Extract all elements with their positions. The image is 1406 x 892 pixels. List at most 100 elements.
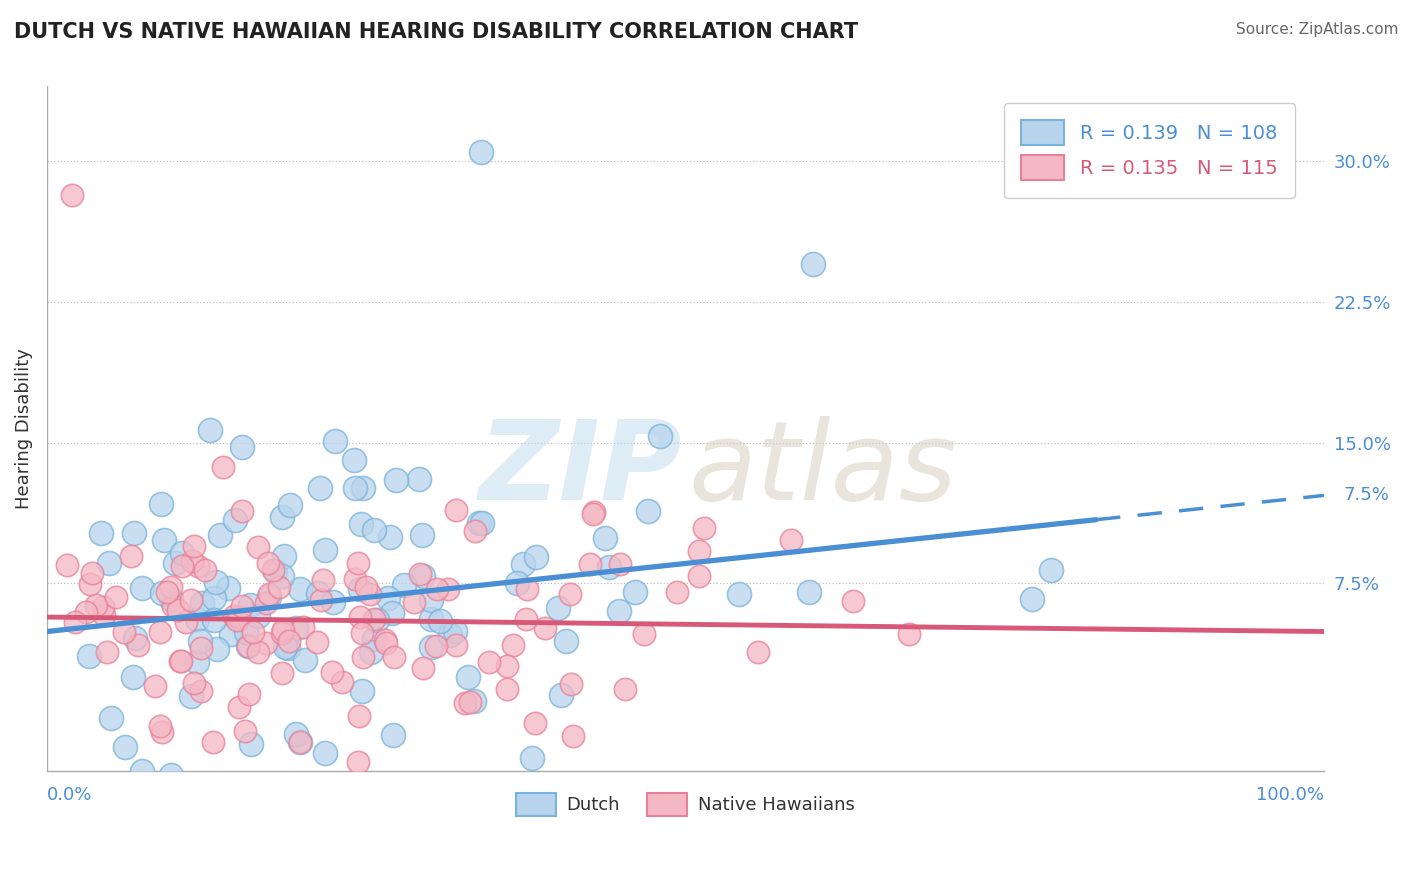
Point <box>190 684 212 698</box>
Point <box>256 557 278 571</box>
Point <box>278 498 301 512</box>
Text: 0.0%: 0.0% <box>46 786 93 804</box>
Point <box>270 510 292 524</box>
Point <box>323 434 346 448</box>
Point <box>378 530 401 544</box>
Point <box>270 625 292 640</box>
Point <box>285 621 308 635</box>
Point <box>496 658 519 673</box>
Point <box>112 625 135 640</box>
Point <box>560 677 582 691</box>
Point <box>127 638 149 652</box>
Point <box>183 539 205 553</box>
Legend: Dutch, Native Hawaiians: Dutch, Native Hawaiians <box>509 786 862 823</box>
Point <box>373 850 395 864</box>
Text: ZIP: ZIP <box>479 416 683 523</box>
Point <box>307 635 329 649</box>
Point <box>374 636 396 650</box>
Point <box>160 591 183 606</box>
Point <box>579 557 602 571</box>
Y-axis label: Hearing Disability: Hearing Disability <box>15 348 32 509</box>
Point <box>294 652 316 666</box>
Point <box>524 716 547 731</box>
Point <box>502 638 524 652</box>
Point <box>457 670 479 684</box>
Point <box>131 582 153 596</box>
Point <box>624 584 647 599</box>
Point <box>288 735 311 749</box>
Point <box>124 631 146 645</box>
Point <box>439 628 461 642</box>
Point <box>444 502 467 516</box>
Point <box>136 830 159 845</box>
Point <box>321 665 343 679</box>
Point <box>322 595 344 609</box>
Point <box>309 593 332 607</box>
Point <box>1021 592 1043 607</box>
Point <box>190 596 212 610</box>
Point <box>149 719 172 733</box>
Point <box>582 504 605 518</box>
Point <box>217 582 239 596</box>
Point <box>205 641 228 656</box>
Point <box>1039 563 1062 577</box>
Point <box>363 523 385 537</box>
Point <box>637 504 659 518</box>
Point <box>238 639 260 653</box>
Point <box>352 684 374 698</box>
Text: atlas: atlas <box>688 416 956 523</box>
Point <box>90 526 112 541</box>
Point <box>314 746 336 760</box>
Point <box>96 645 118 659</box>
Point <box>82 566 104 580</box>
Point <box>429 614 451 628</box>
Point <box>194 562 217 576</box>
Point <box>402 595 425 609</box>
Point <box>609 557 631 571</box>
Point <box>181 554 204 568</box>
Point <box>122 526 145 541</box>
Text: DUTCH VS NATIVE HAWAIIAN HEARING DISABILITY CORRELATION CHART: DUTCH VS NATIVE HAWAIIAN HEARING DISABIL… <box>14 22 858 42</box>
Point <box>162 599 184 614</box>
Point <box>363 612 385 626</box>
Point <box>172 558 194 573</box>
Point <box>382 728 405 742</box>
Point <box>419 640 441 654</box>
Point <box>239 598 262 612</box>
Point <box>665 584 688 599</box>
Point <box>84 598 107 612</box>
Point <box>534 621 557 635</box>
Point <box>561 729 583 743</box>
Point <box>263 564 285 578</box>
Point <box>382 649 405 664</box>
Point <box>344 481 367 495</box>
Point <box>350 626 373 640</box>
Point <box>254 635 277 649</box>
Point <box>363 632 385 647</box>
Point <box>360 645 382 659</box>
Point <box>238 687 260 701</box>
Point <box>224 513 246 527</box>
Point <box>270 665 292 680</box>
Point <box>100 711 122 725</box>
Point <box>180 690 202 704</box>
Point <box>314 542 336 557</box>
Point <box>277 641 299 656</box>
Point <box>121 670 143 684</box>
Point <box>193 780 215 795</box>
Point <box>167 603 190 617</box>
Point <box>262 563 284 577</box>
Point <box>149 497 172 511</box>
Point <box>160 768 183 782</box>
Point <box>257 587 280 601</box>
Point <box>273 549 295 563</box>
Point <box>267 580 290 594</box>
Point <box>200 423 222 437</box>
Point <box>208 528 231 542</box>
Point <box>231 440 253 454</box>
Point <box>160 580 183 594</box>
Point <box>75 605 97 619</box>
Point <box>352 481 374 495</box>
Point <box>797 585 820 599</box>
Point <box>747 645 769 659</box>
